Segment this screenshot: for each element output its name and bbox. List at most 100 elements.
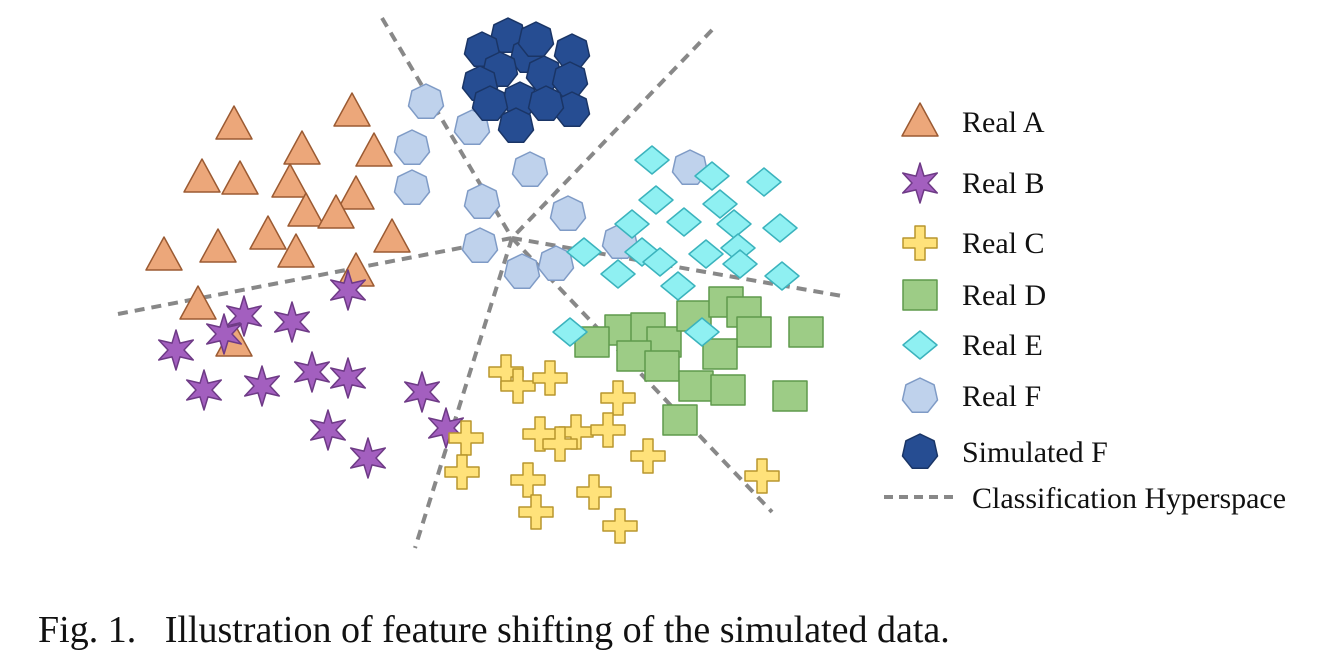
- real-f-marker: [393, 129, 431, 165]
- real-e-marker: [634, 145, 670, 175]
- legend-item-real-d: Real D: [902, 279, 1046, 312]
- real-e-marker: [684, 317, 720, 347]
- real-e-legend-marker: [902, 330, 938, 360]
- real-a-marker: [249, 215, 287, 250]
- legend-label-hyperspace: Classification Hyperspace: [972, 482, 1286, 515]
- real-a-marker: [355, 132, 393, 167]
- real-b-marker: [243, 365, 281, 407]
- real-c-marker: [576, 474, 612, 510]
- real-c-marker: [744, 458, 780, 494]
- real-e-marker: [722, 249, 758, 279]
- real-c-marker: [500, 368, 536, 404]
- real-d-legend-marker: [902, 279, 938, 311]
- real-f-marker: [407, 83, 445, 119]
- real-c-marker: [522, 416, 558, 452]
- real-a-marker: [221, 160, 259, 195]
- real-c-marker: [600, 380, 636, 416]
- real-b-marker: [329, 269, 367, 311]
- real-c-marker: [542, 426, 578, 462]
- real-a-marker: [373, 218, 411, 253]
- sim-f-marker: [517, 21, 555, 57]
- real-e-marker: [638, 185, 674, 215]
- legend-label-real-a: Real A: [962, 106, 1045, 139]
- real-a-marker: [271, 163, 309, 198]
- real-a-marker: [215, 105, 253, 140]
- real-b-marker: [157, 329, 195, 371]
- real-b-marker: [309, 409, 347, 451]
- real-d-marker: [772, 380, 808, 412]
- legend-item-real-b: Real B: [901, 162, 1045, 204]
- real-b-legend-marker: [901, 162, 939, 204]
- real-b-marker: [349, 437, 387, 479]
- legend-label-real-e: Real E: [962, 329, 1043, 362]
- legend-label-simulated-f: Simulated F: [962, 436, 1108, 469]
- sim-f-marker: [527, 85, 565, 121]
- real-e-diamond-icon: [902, 330, 938, 360]
- hyperspace-line: [510, 236, 774, 514]
- real-c-marker: [448, 420, 484, 456]
- legend-label-real-b: Real B: [962, 167, 1045, 200]
- real-b-marker: [403, 371, 441, 413]
- real-b-marker: [273, 301, 311, 343]
- real-f-marker: [393, 169, 431, 205]
- real-f-marker: [463, 183, 501, 219]
- real-e-marker: [762, 213, 798, 243]
- simulated-f-heptagon-icon: [901, 433, 939, 469]
- real-d-marker: [662, 404, 698, 436]
- real-a-marker: [317, 194, 355, 229]
- legend-item-real-c: Real C: [902, 225, 1045, 261]
- real-a-marker: [287, 192, 325, 227]
- real-e-marker: [600, 259, 636, 289]
- real-c-marker: [590, 412, 626, 448]
- real-c-marker: [602, 508, 638, 544]
- real-a-marker: [277, 233, 315, 268]
- real-d-marker: [788, 316, 824, 348]
- sim-f-marker: [471, 85, 509, 121]
- real-b-marker: [293, 351, 331, 393]
- legend-label-real-d: Real D: [962, 279, 1046, 312]
- real-e-marker: [666, 207, 702, 237]
- real-e-marker: [552, 317, 588, 347]
- sim-f-marker: [497, 107, 535, 143]
- hyperspace-line: [413, 237, 514, 549]
- legend-item-real-f: Real F: [901, 377, 1041, 413]
- scatter-points: [145, 17, 824, 544]
- real-a-triangle-icon: [901, 102, 939, 137]
- hyperspace-line: [510, 28, 714, 240]
- legend-item-real-e: Real E: [902, 329, 1043, 362]
- legend: Real A Real B Real C Real D Real E Real …: [884, 102, 1286, 515]
- real-c-marker: [510, 462, 546, 498]
- real-d-marker: [678, 370, 714, 402]
- real-b-marker: [427, 407, 465, 449]
- real-a-marker: [199, 228, 237, 263]
- real-f-legend-marker: [901, 377, 939, 413]
- legend-item-simulated-f: Simulated F: [901, 433, 1108, 469]
- real-c-plus-icon: [902, 225, 938, 261]
- real-e-marker: [694, 161, 730, 191]
- real-a-marker: [337, 175, 375, 210]
- real-d-marker: [710, 374, 746, 406]
- real-d-square-icon: [902, 279, 938, 311]
- real-a-marker: [145, 236, 183, 271]
- real-c-marker: [518, 494, 554, 530]
- real-a-marker: [179, 285, 217, 320]
- real-d-marker: [736, 316, 772, 348]
- real-c-marker: [532, 360, 568, 396]
- figure-caption: Fig. 1. Illustration of feature shifting…: [38, 609, 950, 651]
- hyperspace-line: [117, 236, 513, 316]
- real-c-marker: [630, 438, 666, 474]
- sim-f-legend-marker: [901, 433, 939, 469]
- real-e-marker: [614, 209, 650, 239]
- real-f-marker: [503, 253, 541, 289]
- real-b-marker: [205, 313, 243, 355]
- real-c-legend-marker: [902, 225, 938, 261]
- real-e-marker: [642, 247, 678, 277]
- real-a-legend-marker: [901, 102, 939, 137]
- legend-label-real-c: Real C: [962, 227, 1045, 260]
- real-a-marker: [283, 130, 321, 165]
- real-d-marker: [644, 350, 680, 382]
- real-e-marker: [702, 189, 738, 219]
- real-f-heptagon-icon: [901, 377, 939, 413]
- legend-item-real-a: Real A: [901, 102, 1045, 139]
